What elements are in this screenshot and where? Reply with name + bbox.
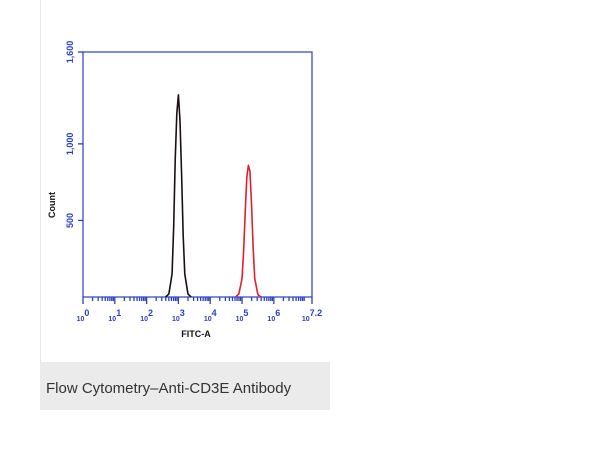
x-tick-base: 10 (77, 316, 85, 323)
x-tick-base: 10 (236, 316, 244, 323)
x-tick-label: 101 (108, 308, 121, 323)
histogram-line (235, 164, 262, 298)
x-tick-base: 10 (267, 316, 275, 323)
x-tick-label: 106 (267, 308, 280, 323)
y-axis-label: Count (47, 192, 57, 218)
x-tick-label: 105 (236, 308, 249, 323)
x-tick-exp: 2 (148, 308, 153, 318)
y-tick-label: 1,000 (65, 133, 75, 156)
x-tick-exp: 3 (180, 308, 185, 318)
x-tick-base: 10 (302, 316, 310, 323)
x-tick-label: 104 (204, 308, 217, 323)
y-tick-label: 1,600 (65, 41, 75, 64)
x-tick-exp: 5 (243, 308, 248, 318)
x-tick-label: 102 (140, 308, 153, 323)
x-tick-exp: 7.2 (310, 308, 323, 318)
histogram-line (165, 94, 192, 298)
x-tick-base: 10 (140, 316, 148, 323)
x-tick-base: 10 (108, 316, 116, 323)
caption-band (40, 362, 330, 410)
x-tick-label: 107.2 (302, 308, 322, 323)
x-tick-exp: 4 (212, 308, 217, 318)
plot-frame (82, 51, 313, 298)
x-tick-label: 100 (77, 308, 90, 323)
x-tick-exp: 1 (116, 308, 121, 318)
x-tick-exp: 6 (275, 308, 280, 318)
y-tick-label: 500 (65, 213, 75, 228)
caption: Flow Cytometry–Anti-CD3E Antibody (46, 380, 292, 397)
x-tick-exp: 0 (84, 308, 89, 318)
x-axis-label: FITC-A (181, 329, 211, 339)
x-tick-base: 10 (204, 316, 212, 323)
x-tick-base: 10 (172, 316, 180, 323)
x-tick-label: 103 (172, 308, 185, 323)
